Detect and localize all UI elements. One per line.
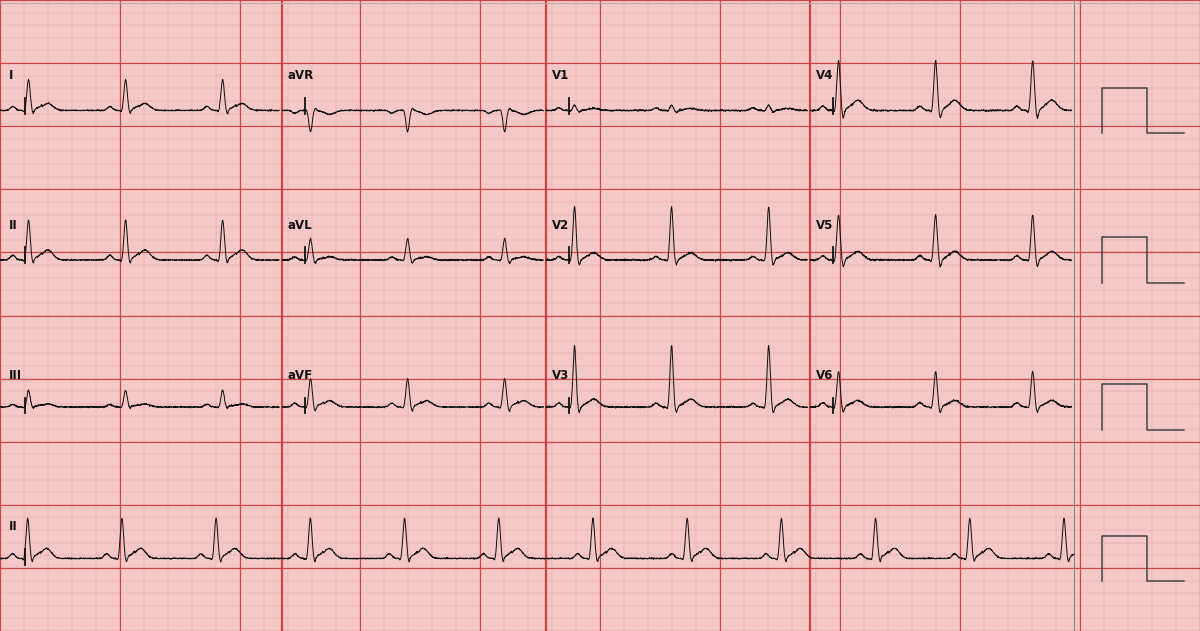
Text: V2: V2 — [552, 218, 569, 232]
Text: aVF: aVF — [288, 369, 313, 382]
Text: V1: V1 — [552, 69, 569, 82]
Text: II: II — [8, 520, 17, 533]
Text: V5: V5 — [816, 218, 833, 232]
Text: V3: V3 — [552, 369, 569, 382]
Text: I: I — [8, 69, 13, 82]
Text: V4: V4 — [816, 69, 833, 82]
Text: aVL: aVL — [288, 218, 313, 232]
Text: V6: V6 — [816, 369, 833, 382]
Text: III: III — [8, 369, 22, 382]
Text: II: II — [8, 218, 17, 232]
Text: aVR: aVR — [288, 69, 314, 82]
